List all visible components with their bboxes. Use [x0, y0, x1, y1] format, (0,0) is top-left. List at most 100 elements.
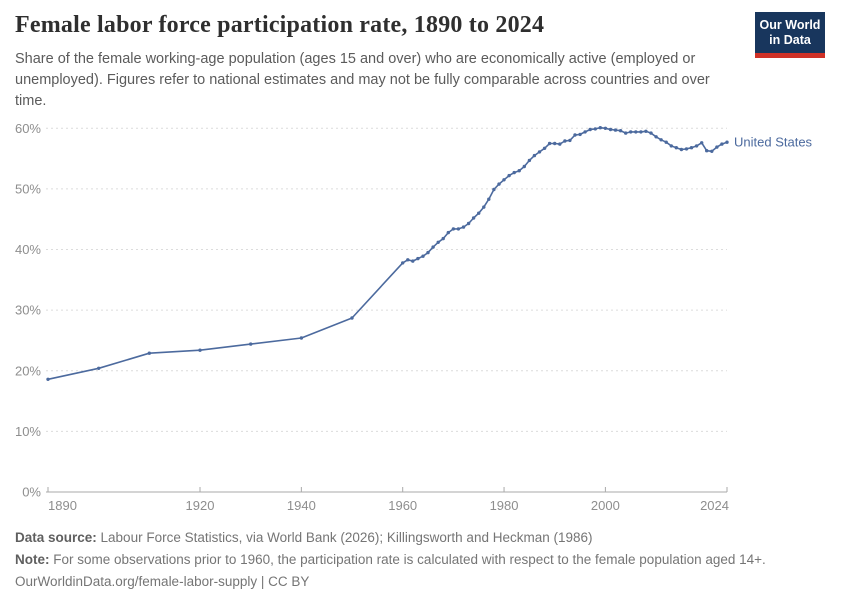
data-point[interactable] [694, 144, 699, 148]
data-point[interactable] [46, 377, 50, 381]
data-point[interactable] [299, 336, 304, 340]
owid-logo-accent-bar [755, 53, 825, 58]
data-point[interactable] [411, 259, 415, 263]
note-text: For some observations prior to 1960, the… [49, 552, 766, 567]
data-point[interactable] [608, 127, 613, 132]
y-tick-label: 40% [15, 242, 41, 257]
note-label: Note: [15, 552, 50, 567]
data-point[interactable] [537, 150, 542, 154]
page-title: Female labor force participation rate, 1… [15, 12, 545, 38]
x-tick-label: 1980 [490, 498, 519, 513]
data-point[interactable] [720, 142, 724, 146]
data-point[interactable] [416, 256, 420, 261]
data-point[interactable] [689, 146, 694, 150]
data-source-label: Data source: [15, 530, 97, 545]
data-point[interactable] [547, 141, 552, 146]
x-tick-label: 2000 [591, 498, 620, 513]
data-point[interactable] [401, 261, 405, 265]
x-tick-label: 2024 [700, 498, 729, 513]
data-point[interactable] [603, 126, 608, 130]
data-point[interactable] [436, 240, 440, 244]
footer-link[interactable]: OurWorldinData.org/female-labor-supply |… [15, 574, 310, 589]
data-point[interactable] [492, 187, 496, 192]
data-point[interactable] [644, 129, 648, 133]
owid-logo[interactable]: Our World in Data [755, 12, 825, 58]
data-point[interactable] [517, 169, 521, 173]
data-point[interactable] [578, 132, 582, 137]
data-point[interactable] [618, 129, 623, 133]
data-point[interactable] [482, 205, 486, 209]
data-point[interactable] [466, 221, 471, 226]
data-point[interactable] [654, 135, 658, 139]
data-point[interactable] [502, 178, 506, 182]
data-point[interactable] [593, 127, 597, 131]
data-point[interactable] [679, 147, 684, 152]
data-point[interactable] [659, 138, 663, 142]
data-point[interactable] [563, 139, 567, 143]
data-point[interactable] [426, 250, 430, 255]
x-tick-label: 1940 [287, 498, 316, 513]
data-point[interactable] [705, 149, 709, 153]
data-point[interactable] [634, 130, 638, 134]
data-point[interactable] [461, 225, 466, 229]
data-point[interactable] [588, 127, 592, 132]
data-point[interactable] [624, 131, 628, 135]
y-tick-label: 60% [15, 121, 41, 136]
x-tick-label: 1960 [388, 498, 417, 513]
data-point[interactable] [674, 146, 678, 150]
owid-logo-line1: Our World [759, 18, 821, 32]
data-point[interactable] [446, 230, 450, 235]
data-point[interactable] [507, 173, 511, 178]
y-tick-label: 0% [22, 485, 41, 500]
data-point[interactable] [553, 141, 557, 146]
data-point[interactable] [583, 130, 587, 134]
data-point[interactable] [542, 146, 547, 150]
owid-logo-box: Our World in Data [755, 12, 825, 53]
x-tick-label: 1920 [186, 498, 215, 513]
data-point[interactable] [198, 348, 202, 352]
data-point[interactable] [710, 149, 714, 153]
data-point[interactable] [573, 133, 577, 137]
data-point[interactable] [568, 138, 572, 143]
chart-header: Female labor force participation rate, 1… [15, 12, 835, 112]
data-point[interactable] [725, 140, 729, 144]
data-point[interactable] [471, 216, 476, 220]
data-point[interactable] [477, 211, 481, 215]
data-point[interactable] [598, 126, 602, 130]
data-point[interactable] [350, 316, 354, 320]
data-source-line: Data source: Labour Force Statistics, vi… [15, 527, 835, 549]
data-point[interactable] [715, 145, 719, 149]
data-point[interactable] [649, 131, 653, 135]
data-point[interactable] [487, 197, 491, 201]
data-point[interactable] [684, 147, 689, 151]
series-label[interactable]: United States [734, 135, 813, 150]
y-tick-label: 30% [15, 303, 41, 318]
y-tick-label: 50% [15, 181, 41, 196]
data-line[interactable] [47, 126, 728, 381]
data-point[interactable] [512, 170, 516, 175]
data-point[interactable] [664, 140, 668, 144]
data-point[interactable] [456, 227, 461, 231]
data-point[interactable] [532, 153, 537, 158]
data-point[interactable] [451, 227, 456, 231]
owid-logo-line2: in Data [769, 33, 811, 47]
data-point[interactable] [147, 351, 151, 355]
data-point[interactable] [558, 142, 562, 146]
data-point[interactable] [406, 258, 410, 262]
data-point[interactable] [431, 245, 435, 249]
data-point[interactable] [527, 158, 532, 163]
data-point[interactable] [249, 342, 253, 346]
data-point[interactable] [629, 130, 633, 134]
data-point[interactable] [639, 130, 643, 134]
data-point[interactable] [441, 236, 445, 241]
data-point[interactable] [669, 144, 673, 148]
data-point[interactable] [497, 182, 501, 186]
data-point[interactable] [97, 366, 101, 370]
chart-footer: Data source: Labour Force Statistics, vi… [15, 527, 835, 593]
data-point[interactable] [522, 164, 526, 169]
data-point[interactable] [421, 254, 425, 258]
y-tick-label: 20% [15, 363, 41, 378]
data-point[interactable] [700, 141, 704, 145]
chart-subtitle: Share of the female working-age populati… [15, 51, 710, 109]
data-point[interactable] [613, 128, 618, 132]
